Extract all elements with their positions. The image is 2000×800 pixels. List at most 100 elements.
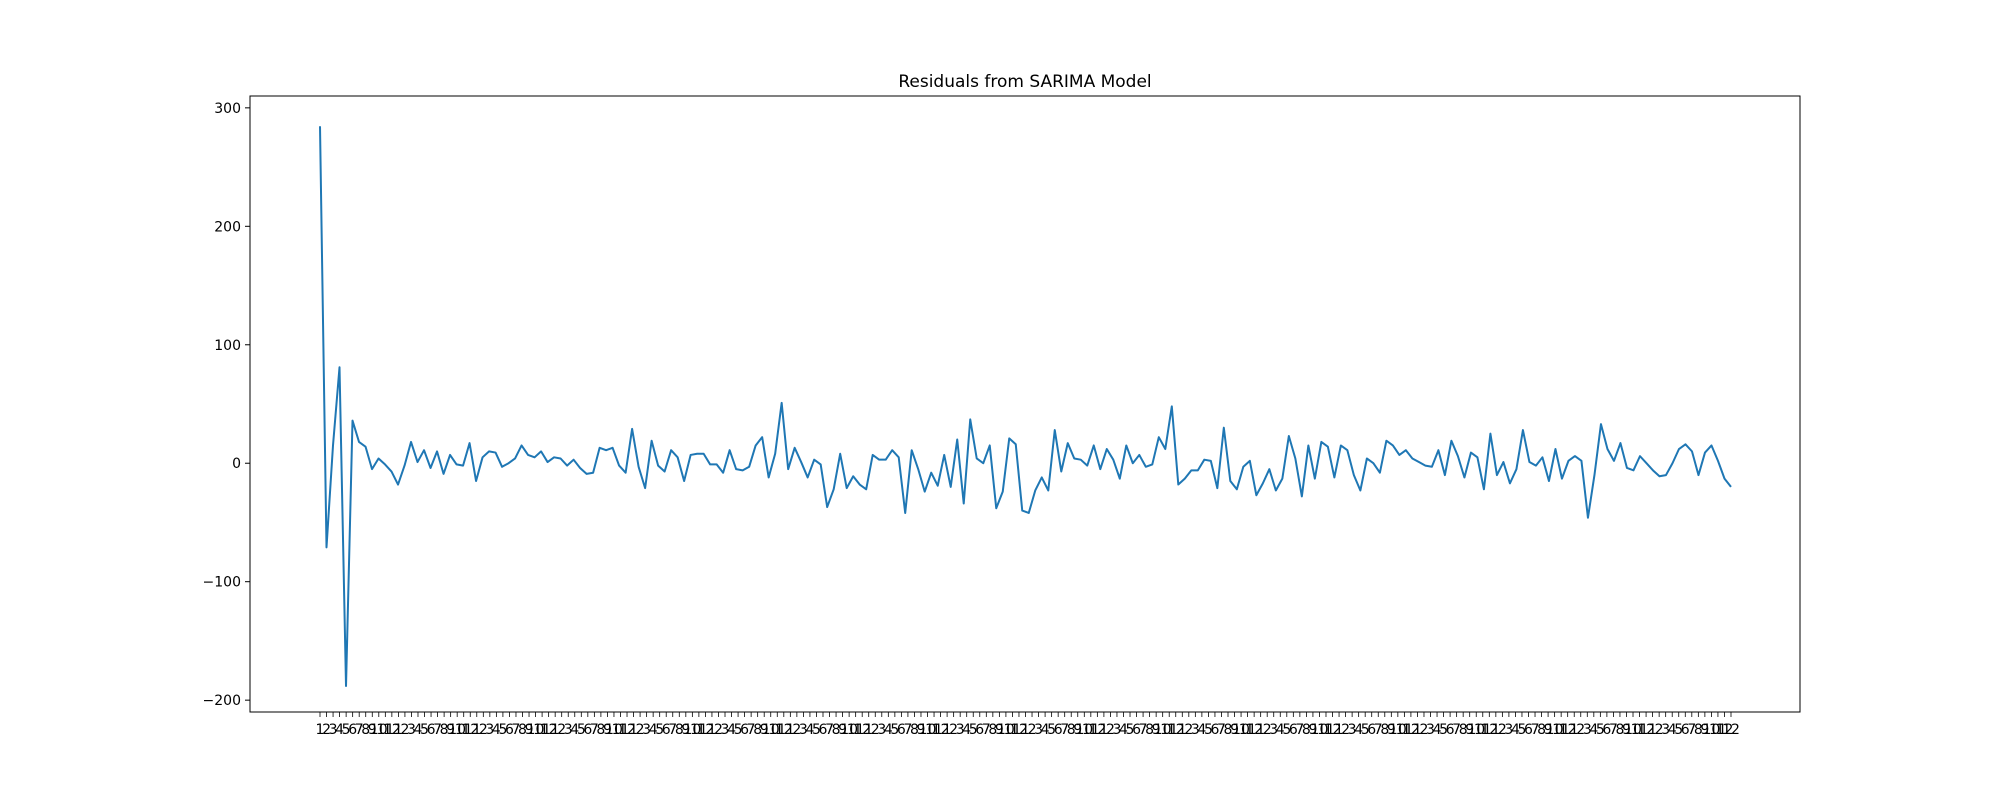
x-tick-label: 11: [1082, 722, 1100, 738]
x-tick-label: 1: [629, 722, 638, 738]
x-tick-label: 5: [420, 722, 429, 738]
x-tick-label: 7: [1060, 722, 1069, 738]
x-tick-label: 4: [1197, 722, 1206, 738]
x-tick-label: 10: [1624, 722, 1642, 738]
x-tick-label: 11: [1004, 722, 1022, 738]
x-tick-label: 10: [683, 722, 701, 738]
x-tick-label: 12: [775, 722, 793, 738]
x-tick-label: 4: [1589, 722, 1598, 738]
x-tick-label: 6: [348, 722, 357, 738]
x-tick-label: 3: [564, 722, 573, 738]
x-tick-label: 2: [1263, 722, 1272, 738]
x-tick-label: 5: [1204, 722, 1213, 738]
x-tick-label: 11: [612, 722, 630, 738]
x-tick-label: 1: [1335, 722, 1344, 738]
x-tick-label: 8: [1459, 722, 1468, 738]
x-tick-label: 7: [512, 722, 521, 738]
x-tick-label: 2: [949, 722, 958, 738]
x-tick-label: 12: [618, 722, 636, 738]
x-tick-label: 8: [361, 722, 370, 738]
x-tick-label: 9: [1700, 722, 1709, 738]
x-tick-label: 12: [932, 722, 950, 738]
x-tick-label: 6: [662, 722, 671, 738]
x-tick-label: 6: [1289, 722, 1298, 738]
x-tick-label: 6: [897, 722, 906, 738]
x-tick-label: 4: [1041, 722, 1050, 738]
y-axis-ticks: −200 −100 0 100 200 300: [203, 101, 250, 709]
x-tick-label: 4: [492, 722, 501, 738]
x-tick-label: 1: [1021, 722, 1030, 738]
x-tick-label: 12: [1402, 722, 1420, 738]
x-tick-label: 5: [1674, 722, 1683, 738]
x-tick-label: 8: [1694, 722, 1703, 738]
x-tick-label: 2: [636, 722, 645, 738]
x-tick-label: 9: [1544, 722, 1553, 738]
x-tick-label: 10: [1467, 722, 1485, 738]
x-tick-label: 10: [1232, 722, 1250, 738]
x-tick-label: 4: [335, 722, 344, 738]
x-tick-label: 9: [995, 722, 1004, 738]
x-tick-label: 7: [982, 722, 991, 738]
x-tick-label: 12: [1716, 722, 1734, 738]
x-tick-label: 7: [1687, 722, 1696, 738]
x-tick-label: 12: [1245, 722, 1263, 738]
x-tick-label: 3: [1034, 722, 1043, 738]
x-tick-label: 7: [1139, 722, 1148, 738]
x-tick-label: 5: [969, 722, 978, 738]
x-tick-label: 10: [1389, 722, 1407, 738]
x-tick-label: 9: [838, 722, 847, 738]
x-tick-label: 1: [1099, 722, 1108, 738]
x-tick-label: 12: [1637, 722, 1655, 738]
x-tick-label: 9: [1152, 722, 1161, 738]
x-tick-label: 12: [461, 722, 479, 738]
plot-area-frame: [249, 95, 1801, 713]
x-tick-label: 5: [1439, 722, 1448, 738]
x-tick-label: 9: [603, 722, 612, 738]
x-tick-label: 5: [342, 722, 351, 738]
x-tick-label: 4: [1433, 722, 1442, 738]
x-axis-ticks: 1234567891011121234567891011121234567891…: [316, 712, 1740, 738]
x-tick-label: 1: [551, 722, 560, 738]
x-tick-label: 12: [1010, 722, 1028, 738]
x-tick-label: 10: [1702, 722, 1720, 738]
x-tick-label: 9: [1073, 722, 1082, 738]
x-tick-label: 2: [1341, 722, 1350, 738]
x-tick-label: 6: [975, 722, 984, 738]
x-tick-label: 2: [871, 722, 880, 738]
x-tick-label: 3: [877, 722, 886, 738]
x-tick-label: 9: [760, 722, 769, 738]
x-tick-label: 6: [505, 722, 514, 738]
x-tick-label: 1: [943, 722, 952, 738]
x-tick-label: 6: [1210, 722, 1219, 738]
x-tick-label: 5: [890, 722, 899, 738]
x-tick-label: 12: [1559, 722, 1577, 738]
x-tick-label: 1: [864, 722, 873, 738]
x-tick-label: 11: [768, 722, 786, 738]
x-tick-label: 8: [1380, 722, 1389, 738]
x-tick-label: 7: [668, 722, 677, 738]
x-tick-label: 5: [655, 722, 664, 738]
y-tick-label: −100: [203, 575, 241, 591]
x-tick-label: 1: [1491, 722, 1500, 738]
x-tick-label: 8: [675, 722, 684, 738]
x-tick-label: 2: [1420, 722, 1429, 738]
y-tick-label: 200: [214, 219, 241, 235]
x-tick-label: 11: [1395, 722, 1413, 738]
x-tick-label: 11: [1239, 722, 1257, 738]
x-tick-label: 12: [1167, 722, 1185, 738]
x-tick-label: 10: [1311, 722, 1329, 738]
x-tick-label: 8: [910, 722, 919, 738]
x-tick-label: 6: [819, 722, 828, 738]
x-tick-label: 11: [1631, 722, 1649, 738]
x-tick-label: 2: [1655, 722, 1664, 738]
x-tick-label: 12: [540, 722, 558, 738]
x-tick-label: 9: [368, 722, 377, 738]
series-layer: [319, 126, 1732, 687]
y-tick-label: 0: [232, 456, 241, 472]
x-tick-label: 2: [322, 722, 331, 738]
x-tick-label: 3: [1112, 722, 1121, 738]
x-tick-label: 3: [1191, 722, 1200, 738]
x-tick-label: 7: [433, 722, 442, 738]
x-tick-label: 1: [1570, 722, 1579, 738]
x-tick-label: 1: [786, 722, 795, 738]
